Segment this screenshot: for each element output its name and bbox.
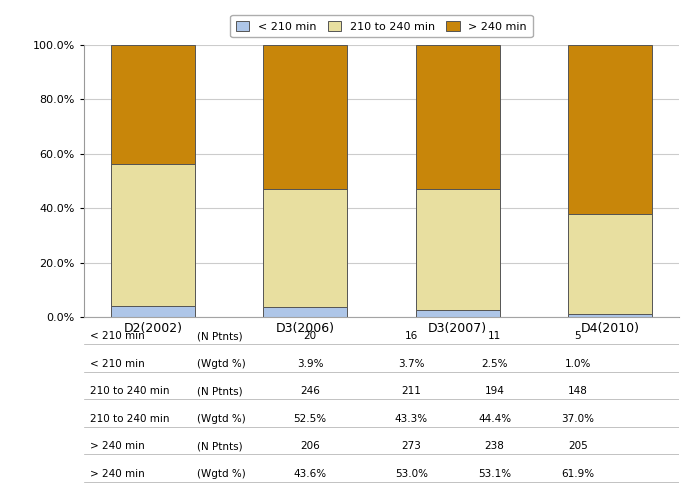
Text: 11: 11	[488, 331, 501, 341]
Text: 246: 246	[300, 386, 320, 396]
Text: < 210 min: < 210 min	[90, 331, 145, 341]
Text: 44.4%: 44.4%	[478, 414, 511, 424]
Text: (N Ptnts): (N Ptnts)	[197, 331, 243, 341]
Bar	[568, 214, 652, 314]
Text: 206: 206	[300, 441, 320, 451]
Text: 210 to 240 min: 210 to 240 min	[90, 414, 169, 424]
Text: 1.0%: 1.0%	[565, 358, 591, 368]
Legend: < 210 min, 210 to 240 min, > 240 min: < 210 min, 210 to 240 min, > 240 min	[230, 15, 533, 37]
Bar	[111, 306, 195, 317]
Bar	[263, 45, 347, 189]
Text: 61.9%: 61.9%	[561, 468, 594, 478]
Text: 3.9%: 3.9%	[297, 358, 323, 368]
Bar	[263, 189, 347, 307]
Bar	[416, 190, 500, 310]
Text: 148: 148	[568, 386, 588, 396]
Text: 43.3%: 43.3%	[395, 414, 428, 424]
Bar	[111, 164, 195, 306]
Bar	[416, 45, 500, 190]
Text: 20: 20	[304, 331, 316, 341]
Text: 5: 5	[575, 331, 581, 341]
Text: 211: 211	[401, 386, 421, 396]
Text: 273: 273	[401, 441, 421, 451]
Text: < 210 min: < 210 min	[90, 358, 145, 368]
Bar	[568, 314, 652, 317]
Bar	[111, 45, 195, 164]
Text: 194: 194	[484, 386, 505, 396]
Text: 16: 16	[405, 331, 418, 341]
Bar	[568, 46, 652, 213]
Text: 53.1%: 53.1%	[478, 468, 511, 478]
Text: 3.7%: 3.7%	[398, 358, 424, 368]
Text: 238: 238	[484, 441, 505, 451]
Text: 37.0%: 37.0%	[561, 414, 594, 424]
Text: 2.5%: 2.5%	[482, 358, 508, 368]
Text: > 240 min: > 240 min	[90, 441, 145, 451]
Bar	[416, 310, 500, 317]
Text: 43.6%: 43.6%	[293, 468, 327, 478]
Text: (Wgtd %): (Wgtd %)	[197, 358, 246, 368]
Text: (N Ptnts): (N Ptnts)	[197, 386, 243, 396]
Text: > 240 min: > 240 min	[90, 468, 145, 478]
Text: 53.0%: 53.0%	[395, 468, 428, 478]
Text: (Wgtd %): (Wgtd %)	[197, 468, 246, 478]
Text: (N Ptnts): (N Ptnts)	[197, 441, 243, 451]
Text: (Wgtd %): (Wgtd %)	[197, 414, 246, 424]
Text: 205: 205	[568, 441, 588, 451]
Text: 52.5%: 52.5%	[293, 414, 327, 424]
Bar	[263, 307, 347, 317]
Text: 210 to 240 min: 210 to 240 min	[90, 386, 169, 396]
